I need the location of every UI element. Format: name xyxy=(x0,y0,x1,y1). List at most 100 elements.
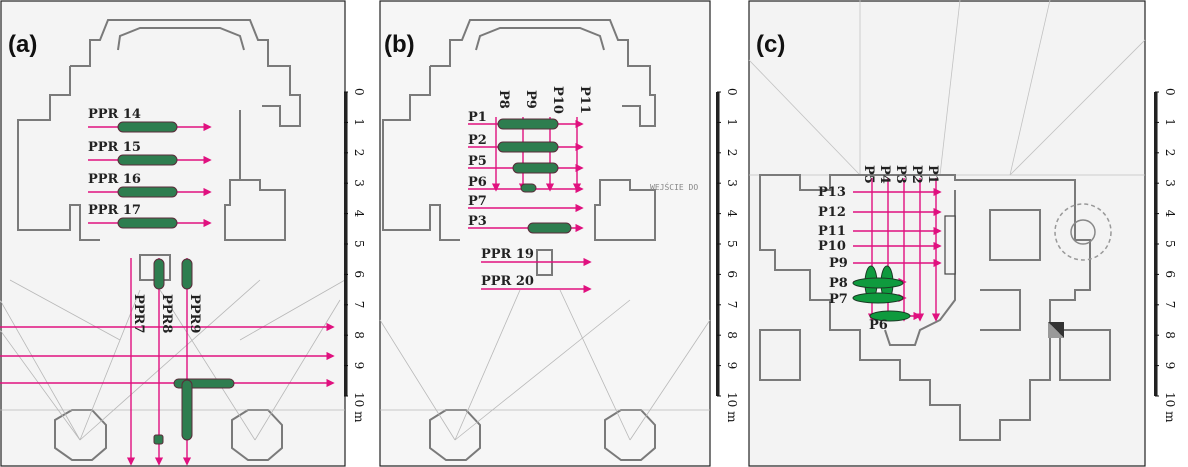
scale-tick-label: 7 xyxy=(1163,301,1177,309)
anomaly xyxy=(153,434,164,445)
anomaly xyxy=(117,186,178,198)
panel-a-thin-lines xyxy=(0,279,346,441)
scale-tick-label: 0 xyxy=(1163,88,1177,96)
scale-tick-label: 9 xyxy=(725,362,739,370)
scale-ticks-a: 0 1 2 3 4 5 6 7 8 9 10 m xyxy=(344,88,366,423)
label-ppr20: PPR 20 xyxy=(481,274,534,289)
panel-c-anomalies xyxy=(852,265,911,322)
label-p11: P11 xyxy=(577,86,592,114)
scale-tick-label: 2 xyxy=(725,149,739,157)
label-ppr14: PPR 14 xyxy=(88,107,141,122)
scale-tick-label: 2 xyxy=(352,149,366,157)
scale-tick-label: 1 xyxy=(1163,118,1177,126)
plan-inscription: WEJŚCIE DO xyxy=(650,181,698,192)
label-ppr19: PPR 19 xyxy=(481,247,534,262)
label-ppr17: PPR 17 xyxy=(88,203,141,218)
panel-b-profiles xyxy=(468,117,592,294)
scale-tick-label: 3 xyxy=(1163,179,1177,187)
scale-tick-label: 1 xyxy=(725,118,739,126)
anomaly xyxy=(117,154,178,166)
label-p9: P9 xyxy=(523,90,538,109)
scale-tick-label: 4 xyxy=(352,210,366,218)
label-p7: P7 xyxy=(829,292,848,307)
label-p7: P7 xyxy=(468,194,487,209)
anomaly xyxy=(852,277,904,289)
anomaly xyxy=(527,222,572,234)
label-ppr15: PPR 15 xyxy=(88,140,141,155)
label-p2: P2 xyxy=(909,165,924,184)
scale-tick-label: 10 m xyxy=(725,392,739,423)
panel-b: WEJŚCIE DO (b) P1 P2 P5 P6 P7 P3 xyxy=(379,0,720,467)
scale-tick-label: 9 xyxy=(1163,362,1177,370)
scale-tick-label: 4 xyxy=(725,210,739,218)
wall-segment xyxy=(944,215,956,275)
scale-tick-label: 5 xyxy=(1163,240,1177,248)
scale-ticks-c: 0 1 2 3 4 5 6 7 8 9 10 m xyxy=(1155,88,1177,423)
panel-b-anomalies xyxy=(497,118,572,234)
label-p6: P6 xyxy=(869,318,888,333)
scale-tick-label: 6 xyxy=(725,270,739,278)
scale-tick-label: 7 xyxy=(352,301,366,309)
scale-tick-label: 0 xyxy=(352,88,366,96)
label-p3: P3 xyxy=(468,214,487,229)
scale-tick-label: 5 xyxy=(725,240,739,248)
scale-tick-label: 8 xyxy=(352,331,366,339)
anomaly xyxy=(117,217,178,229)
scale-tick-label: 10 m xyxy=(1163,392,1177,423)
panel-c-plan xyxy=(759,174,1111,441)
panel-a-anomalies xyxy=(117,121,235,445)
panel-c-letter: (c) xyxy=(756,31,785,58)
label-p8: P8 xyxy=(496,90,511,109)
label-p10: P10 xyxy=(550,86,565,114)
panel-c: (c) P13 P12 P11 P10 P9 P8 P7 P6 P5 P4 P3… xyxy=(748,0,1158,467)
anomaly xyxy=(497,118,559,130)
label-ppr7: PPR7 xyxy=(131,294,146,333)
anomaly xyxy=(512,162,559,174)
scale-tick-label: 4 xyxy=(1163,210,1177,218)
scale-ticks-b: 0 1 2 3 4 5 6 7 8 9 10 m xyxy=(717,88,739,423)
scale-tick-label: 3 xyxy=(352,179,366,187)
label-ppr8: PPR8 xyxy=(159,294,174,333)
label-p2: P2 xyxy=(468,133,487,148)
label-p13: P13 xyxy=(818,185,846,200)
scale-tick-label: 8 xyxy=(725,331,739,339)
anomaly xyxy=(117,121,178,133)
scale-tick-label: 10 m xyxy=(352,392,366,423)
scale-tick-label: 8 xyxy=(1163,331,1177,339)
scale-tick-label: 3 xyxy=(725,179,739,187)
scale-tick-label: 1 xyxy=(352,118,366,126)
scale-tick-label: 2 xyxy=(1163,149,1177,157)
label-p10: P10 xyxy=(818,239,846,254)
anomaly xyxy=(497,141,559,153)
label-p11: P11 xyxy=(818,224,846,239)
panel-a: (a) PPR 14 PPR 15 PPR 16 PPR 17 PPR7 PPR… xyxy=(0,0,348,467)
panel-b-letter: (b) xyxy=(384,31,415,58)
label-ppr16: PPR 16 xyxy=(88,172,141,187)
panel-b-thin-lines xyxy=(379,289,711,441)
scale-tick-label: 7 xyxy=(725,301,739,309)
scale-tick-label: 6 xyxy=(1163,270,1177,278)
label-p9: P9 xyxy=(829,256,848,271)
label-p3: P3 xyxy=(893,165,908,184)
label-p1: P1 xyxy=(468,110,487,125)
anomaly xyxy=(153,258,165,290)
label-p4: P4 xyxy=(877,165,892,184)
spiral-stair xyxy=(1054,203,1112,261)
anomaly xyxy=(181,258,193,290)
label-ppr9: PPR9 xyxy=(187,294,202,333)
spiral-core xyxy=(1070,219,1096,245)
panel-a-frame xyxy=(0,0,346,467)
label-p8: P8 xyxy=(829,276,848,291)
anomaly xyxy=(520,183,537,193)
panel-a-letter: (a) xyxy=(8,31,37,58)
label-p6: P6 xyxy=(468,175,487,190)
scale-tick-label: 9 xyxy=(352,362,366,370)
scale-tick-label: 0 xyxy=(725,88,739,96)
label-p1: P1 xyxy=(925,165,940,184)
panel-a-plan xyxy=(17,19,301,461)
label-p5: P5 xyxy=(468,154,487,169)
anomaly xyxy=(181,379,193,441)
anomaly xyxy=(869,310,911,322)
scale-tick-label: 5 xyxy=(352,240,366,248)
